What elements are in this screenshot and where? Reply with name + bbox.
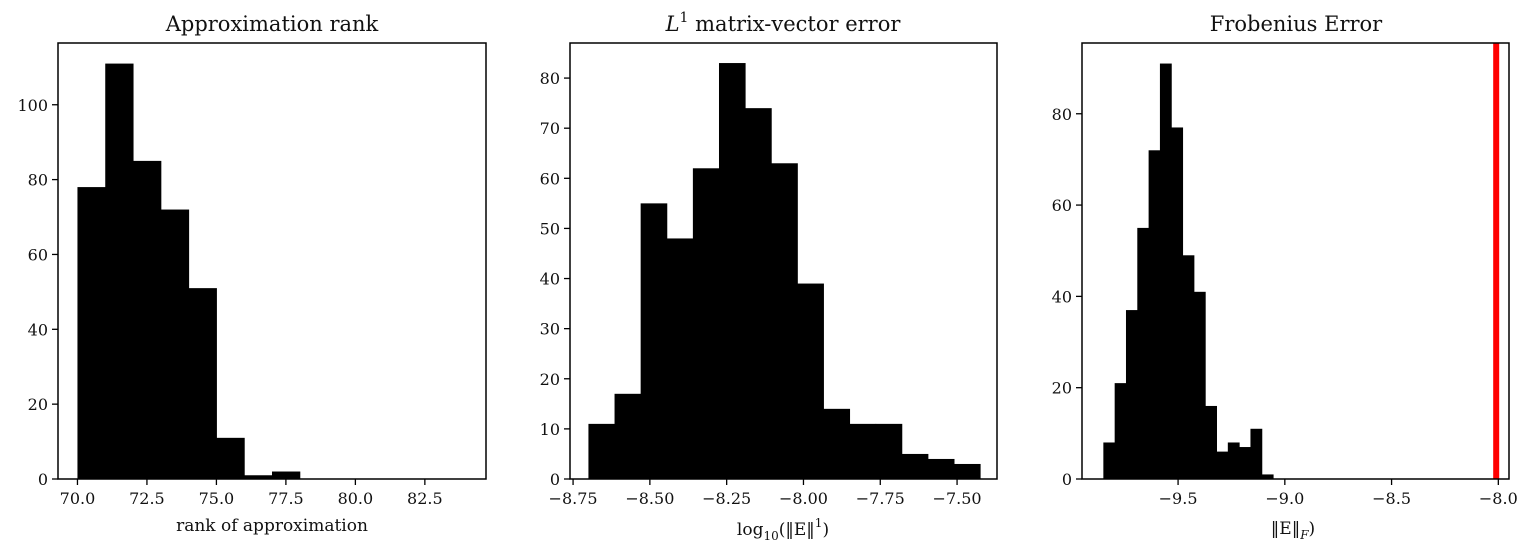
- histogram-bar: [1103, 442, 1116, 479]
- histogram-bar: [1171, 127, 1184, 480]
- histogram-bar: [105, 63, 134, 480]
- x-tick-label: −9.0: [1265, 489, 1304, 508]
- x-tick-label: 75.0: [199, 489, 235, 508]
- panel-3-xlabel: ‖E‖F): [1271, 519, 1315, 542]
- histogram-bar: [797, 283, 824, 479]
- y-tick-label: 40: [540, 270, 560, 289]
- y-tick-label: 60: [28, 245, 48, 264]
- histogram-bar: [1205, 405, 1218, 479]
- x-tick-label: −8.5: [1372, 489, 1411, 508]
- y-tick-label: 20: [540, 370, 560, 389]
- histogram-bar: [1114, 383, 1127, 479]
- x-tick-label: −7.75: [856, 489, 905, 508]
- y-tick-label: 100: [17, 96, 48, 115]
- histogram-bar: [875, 423, 903, 479]
- histogram-bar: [1182, 255, 1195, 479]
- histogram-bar: [1227, 442, 1240, 479]
- panel-frobenius-error: Frobenius Error −9.5 −9.0 −8.5 −8.0 0 20 40 60…: [1052, 12, 1518, 542]
- y-tick-label: 70: [540, 119, 560, 138]
- y-tick-label: 40: [1052, 287, 1072, 306]
- histogram-bar: [1125, 310, 1138, 479]
- panel-1-frame: [57, 42, 487, 480]
- panel-1-title: Approximation rank: [165, 12, 379, 36]
- panel-2-xlabel: log10(‖E‖1): [737, 516, 829, 543]
- x-tick-label: −9.5: [1159, 489, 1198, 508]
- histogram-bar: [1250, 428, 1263, 479]
- y-tick-label: 20: [28, 395, 48, 414]
- y-tick-label: 60: [540, 169, 560, 188]
- histogram-bar: [1193, 291, 1206, 479]
- histogram-bar: [588, 423, 616, 479]
- histogram-bar: [666, 238, 694, 479]
- histogram-bar: [745, 108, 772, 480]
- histogram-bar: [188, 288, 217, 479]
- y-tick-label: 40: [28, 320, 48, 339]
- x-tick-label: 82.5: [407, 489, 443, 508]
- histogram-bar: [849, 423, 877, 479]
- histogram-bar: [1159, 63, 1172, 480]
- histogram-bar: [1216, 451, 1229, 479]
- x-tick-label: −8.0: [1479, 489, 1518, 508]
- y-tick-label: 80: [1052, 105, 1072, 124]
- y-tick-label: 10: [540, 420, 560, 439]
- histogram-bar: [133, 160, 162, 479]
- x-tick-label: 77.5: [268, 489, 304, 508]
- y-tick-label: 80: [540, 69, 560, 88]
- x-tick-label: −8.50: [625, 489, 674, 508]
- histogram-bar: [823, 408, 851, 479]
- histogram-bar: [216, 437, 245, 479]
- histogram-bar: [272, 471, 301, 479]
- histogram-bar: [953, 463, 981, 479]
- x-tick-label: 72.5: [129, 489, 165, 508]
- histogram-bar: [1137, 227, 1150, 479]
- histogram-bar: [244, 475, 273, 479]
- panel-l1-error: L1 matrix-vector error −8.75 −8.50 −8.25 −8…: [540, 10, 998, 543]
- x-tick-label: −8.00: [779, 489, 828, 508]
- histogram-bar: [692, 168, 720, 479]
- histogram-bar: [1239, 447, 1251, 479]
- y-tick-label: 80: [28, 171, 48, 190]
- y-tick-label: 0: [38, 470, 48, 489]
- x-tick-label: −8.25: [702, 489, 751, 508]
- histogram-bar: [640, 203, 668, 480]
- y-tick-label: 20: [1052, 379, 1072, 398]
- histogram-bar: [160, 209, 190, 479]
- histogram-bar: [718, 63, 746, 479]
- y-tick-label: 50: [540, 219, 560, 238]
- y-tick-label: 60: [1052, 196, 1072, 215]
- histogram-bar: [927, 458, 955, 479]
- x-tick-label: −8.75: [549, 489, 598, 508]
- histogram-bar: [771, 163, 798, 479]
- panel-1-xlabel: rank of approximation: [176, 516, 368, 536]
- histogram-bar: [901, 453, 929, 479]
- histogram-bar: [614, 393, 642, 479]
- histogram-bar: [1261, 474, 1274, 479]
- histogram-bar: [77, 187, 106, 480]
- panel-2-frame: [569, 42, 998, 480]
- y-tick-label: 30: [540, 320, 560, 339]
- y-tick-label: 0: [550, 470, 560, 489]
- histogram-bar: [1148, 150, 1161, 479]
- panel-2-title: L1 matrix-vector error: [665, 10, 902, 36]
- panel-3-frame: [1081, 42, 1510, 480]
- threshold-line: [1493, 43, 1500, 479]
- panel-3-title: Frobenius Error: [1210, 12, 1383, 36]
- x-tick-label: −7.50: [933, 489, 982, 508]
- x-tick-label: 80.0: [338, 489, 374, 508]
- panel-approximation-rank: Approximation rank 70.0 72.5 75.0 77.5 80.0 8…: [17, 12, 487, 536]
- y-tick-label: 0: [1062, 470, 1072, 489]
- x-tick-label: 70.0: [60, 489, 96, 508]
